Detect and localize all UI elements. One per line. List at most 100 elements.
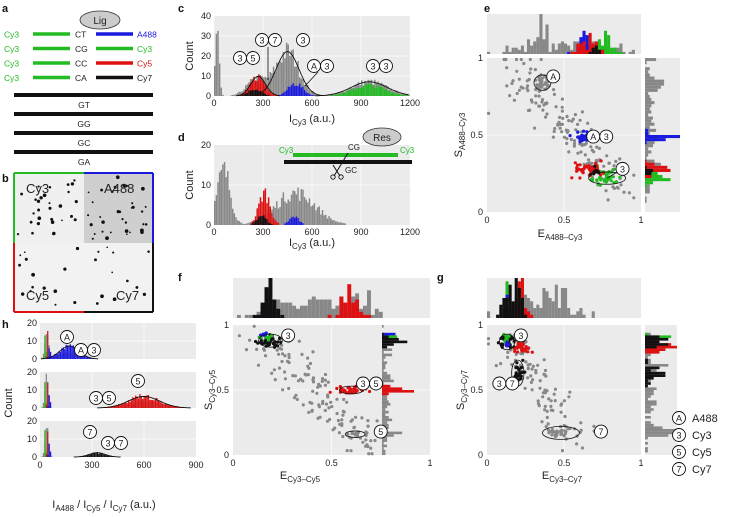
hist-bar — [272, 217, 275, 225]
annotation-marker: 3 — [89, 391, 103, 405]
plot-f-xlabel: ECy3–Cy5 — [280, 470, 321, 484]
hist-bar — [75, 351, 77, 359]
spot — [91, 201, 94, 204]
marginal-bar — [315, 299, 320, 318]
scatter-point — [285, 359, 290, 363]
spot — [66, 183, 70, 186]
scatter-point — [559, 403, 563, 407]
annotation-text: 5 — [135, 377, 140, 387]
hist-bar — [263, 81, 265, 96]
marginal-bar — [628, 51, 632, 54]
marginal-bar — [382, 431, 403, 435]
cluster-ellipse — [258, 333, 283, 348]
tick-label: 0 — [478, 450, 483, 460]
scatter-point — [366, 444, 370, 449]
scatter-point — [531, 378, 535, 382]
marginal-bar — [382, 390, 414, 393]
hist-bar — [344, 92, 347, 96]
scatter-point — [515, 365, 519, 369]
hist-bar — [302, 189, 304, 225]
hist-bar — [388, 91, 391, 96]
hist-bar — [215, 33, 218, 96]
hist-bar — [130, 400, 133, 408]
scatter-point — [550, 433, 554, 437]
hist-bar — [243, 223, 245, 225]
scatter-point — [583, 164, 587, 168]
marginal-bar — [564, 43, 568, 54]
scatter-point — [280, 359, 284, 364]
scatter-point — [328, 417, 332, 422]
annotation-marker: 3 — [379, 59, 393, 73]
spot — [31, 285, 34, 289]
hist-bar — [352, 88, 355, 96]
hist-bar — [233, 213, 236, 225]
marginal-bar — [557, 308, 561, 318]
spot — [144, 223, 148, 226]
hist-bar — [378, 86, 381, 96]
spot — [140, 228, 144, 233]
scatter-point — [263, 354, 268, 358]
template-code: GA — [78, 157, 91, 167]
hist-bar — [294, 191, 296, 225]
hist-bar — [142, 399, 144, 408]
hist-bar — [292, 216, 294, 225]
hist-bar — [49, 351, 52, 359]
hist-bar — [269, 223, 272, 225]
scatter-point — [576, 151, 580, 155]
scatter-point — [340, 418, 344, 422]
hist-bar — [47, 358, 49, 359]
hist-bar — [45, 334, 47, 359]
hist-bar — [44, 382, 46, 408]
scatter-point — [311, 376, 316, 380]
panel-label-d: d — [178, 132, 185, 144]
hist-bar — [55, 354, 57, 359]
scatter-point — [515, 361, 519, 365]
marginal-bar — [487, 311, 491, 318]
marginal-bar — [645, 187, 650, 191]
marginal-bar — [645, 122, 655, 126]
marginal-bar — [616, 47, 620, 54]
hist-bar — [62, 347, 64, 359]
hist-bar — [166, 404, 168, 408]
spot — [100, 188, 104, 192]
spot — [29, 289, 32, 293]
hist-bar — [333, 220, 335, 225]
hist-bar — [149, 399, 151, 408]
scatter-point — [352, 426, 356, 430]
scatter-point — [504, 334, 508, 338]
marginal-bar — [382, 338, 399, 341]
hist-bar — [47, 431, 49, 457]
scatter-point — [306, 373, 310, 377]
annotation-marker: 5 — [369, 376, 383, 391]
hist-bar — [395, 93, 397, 96]
marginal-bar — [597, 49, 601, 54]
scatter-point — [308, 361, 313, 366]
plot-c-fits — [236, 51, 409, 97]
scatter-point — [269, 334, 274, 338]
hist-bar — [312, 95, 314, 96]
spot — [37, 208, 41, 212]
marginal-bar — [539, 308, 543, 318]
scatter-point — [618, 157, 622, 161]
scatter-point — [592, 424, 596, 428]
marginal-bar — [645, 371, 666, 375]
spot — [112, 297, 117, 302]
scatter-point — [354, 415, 358, 419]
spot — [74, 200, 78, 204]
scatter-point — [507, 334, 511, 338]
hist-bar — [106, 455, 108, 457]
marginal-bar — [524, 294, 528, 318]
panel-label-c: c — [178, 3, 184, 15]
micro-label-cy5: Cy5 — [26, 288, 49, 303]
scatter-point — [501, 342, 505, 347]
scatter-point — [609, 179, 613, 183]
annotation-circle — [505, 376, 520, 391]
scatter-point — [597, 146, 602, 150]
tick-label: 900 — [353, 227, 368, 237]
scatter-point — [326, 393, 330, 397]
scatter-point — [528, 57, 532, 62]
marginal-bar — [382, 392, 389, 396]
marginal-bar — [645, 153, 649, 157]
scatter-point — [533, 68, 538, 72]
